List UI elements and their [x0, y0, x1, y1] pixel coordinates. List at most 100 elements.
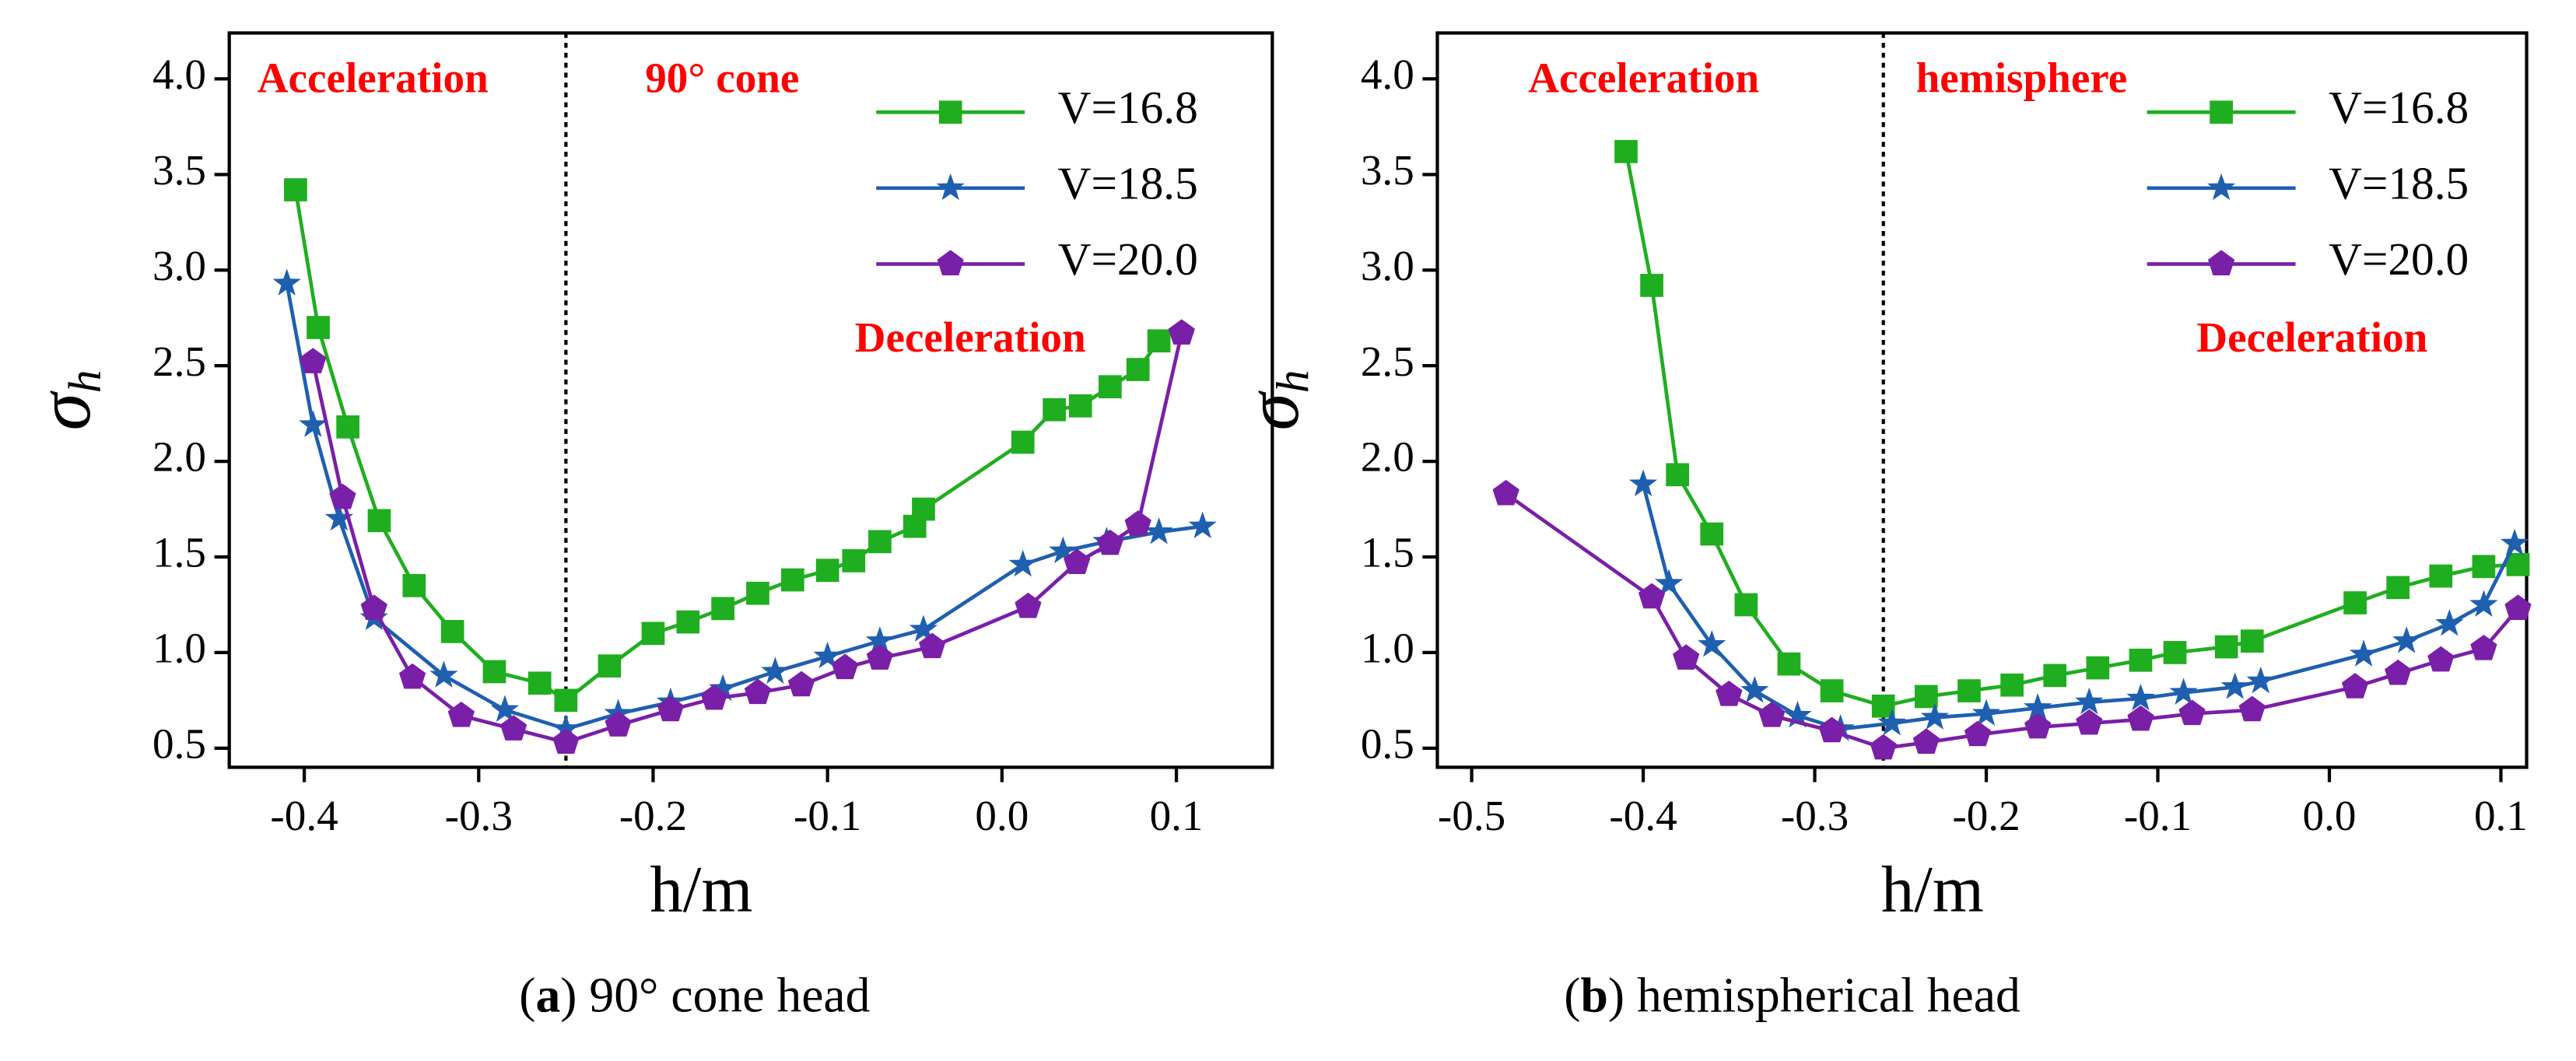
marker [300, 348, 327, 373]
marker [307, 316, 330, 339]
marker [2469, 590, 2498, 617]
y-tick-label: 4.0 [152, 51, 206, 98]
marker [641, 622, 665, 646]
marker [1043, 397, 1066, 422]
x-tick-label: -0.1 [2124, 792, 2192, 839]
marker [813, 641, 842, 669]
marker [367, 509, 391, 533]
y-axis-subscript: h [1267, 370, 1318, 394]
marker [2024, 713, 2052, 739]
marker [336, 415, 359, 439]
y-tick-label: 1.5 [1361, 529, 1414, 576]
marker [2429, 564, 2453, 588]
y-tick-label: 3.5 [152, 146, 206, 194]
marker [2178, 699, 2206, 726]
caption: (b) hemispherical head [1564, 967, 2020, 1022]
marker [868, 530, 892, 554]
marker [1640, 274, 1663, 297]
marker [1700, 522, 1724, 546]
marker [598, 654, 622, 678]
marker [1011, 430, 1035, 454]
marker [2341, 673, 2369, 699]
marker [360, 594, 387, 620]
marker [1971, 699, 2001, 727]
marker [1096, 529, 1124, 555]
marker [1734, 593, 1758, 617]
marker [440, 620, 464, 643]
legend-marker [2210, 100, 2233, 124]
marker [1015, 592, 1042, 618]
marker [919, 632, 946, 659]
y-axis-symbol: σ [1231, 390, 1315, 430]
marker [499, 715, 527, 741]
marker [2470, 634, 2497, 660]
marker [2435, 608, 2464, 636]
marker [831, 653, 859, 680]
series-line [1641, 483, 2517, 731]
y-tick-label: 4.0 [1361, 51, 1414, 98]
marker [324, 503, 354, 531]
x-tick-label: -0.3 [1781, 792, 1849, 839]
marker [2086, 656, 2110, 680]
marker [1964, 720, 1992, 747]
marker [2506, 552, 2530, 576]
marker [2126, 683, 2155, 711]
marker [912, 497, 935, 521]
marker [447, 702, 475, 727]
marker [1783, 700, 1812, 728]
x-tick-label: -0.1 [794, 792, 861, 839]
y-tick-label: 3.0 [1361, 242, 1414, 289]
marker [744, 678, 772, 705]
marker [2343, 591, 2367, 615]
marker [708, 674, 738, 702]
x-tick-label: -0.2 [619, 792, 687, 839]
marker [865, 626, 895, 653]
marker [1716, 680, 1743, 706]
marker [2385, 659, 2412, 685]
x-tick-label: -0.5 [1438, 792, 1505, 839]
y-tick-label: 3.0 [152, 242, 206, 289]
x-tick-label: -0.4 [1609, 792, 1677, 839]
y-tick-label: 2.5 [1361, 338, 1414, 385]
marker [1049, 536, 1078, 564]
marker [780, 568, 804, 592]
marker [527, 671, 552, 695]
caption-text: ) 90° cone head [560, 967, 870, 1022]
y-tick-label: 0.5 [1361, 720, 1414, 767]
marker [761, 657, 790, 684]
y-tick-label: 0.5 [152, 720, 206, 767]
legend-label: V=16.8 [2329, 82, 2469, 133]
marker [1666, 463, 1690, 487]
marker [1758, 702, 1786, 727]
legend-label: V=20.0 [2329, 233, 2469, 285]
marker [329, 483, 356, 509]
legend-label: V=18.5 [1058, 157, 1198, 208]
marker [2427, 646, 2455, 672]
marker [1638, 583, 1666, 609]
marker [2043, 664, 2067, 688]
marker [1614, 139, 1638, 163]
caption-open: ( [1564, 967, 1580, 1022]
caption-letter: a [535, 967, 560, 1022]
series-line [1624, 151, 2518, 709]
caption: (a) 90° cone head [519, 967, 870, 1022]
marker [2349, 639, 2378, 667]
marker [1628, 469, 1658, 497]
x-tick-label: 0.0 [975, 792, 1029, 839]
marker [866, 644, 894, 670]
marker [2163, 641, 2187, 664]
y-tick-label: 2.5 [152, 338, 206, 385]
marker [402, 574, 426, 597]
y-axis-subscript: h [58, 370, 110, 394]
x-tick-label: 0.1 [2474, 792, 2528, 839]
marker [2504, 594, 2532, 620]
marker [1877, 708, 1906, 736]
legend-label: V=16.8 [1058, 82, 1198, 133]
marker [1915, 685, 1938, 709]
marker [909, 615, 938, 642]
legend-marker [2206, 173, 2236, 201]
marker [272, 268, 301, 296]
marker [787, 671, 815, 697]
y-tick-label: 2.0 [152, 433, 206, 481]
marker [676, 610, 700, 634]
